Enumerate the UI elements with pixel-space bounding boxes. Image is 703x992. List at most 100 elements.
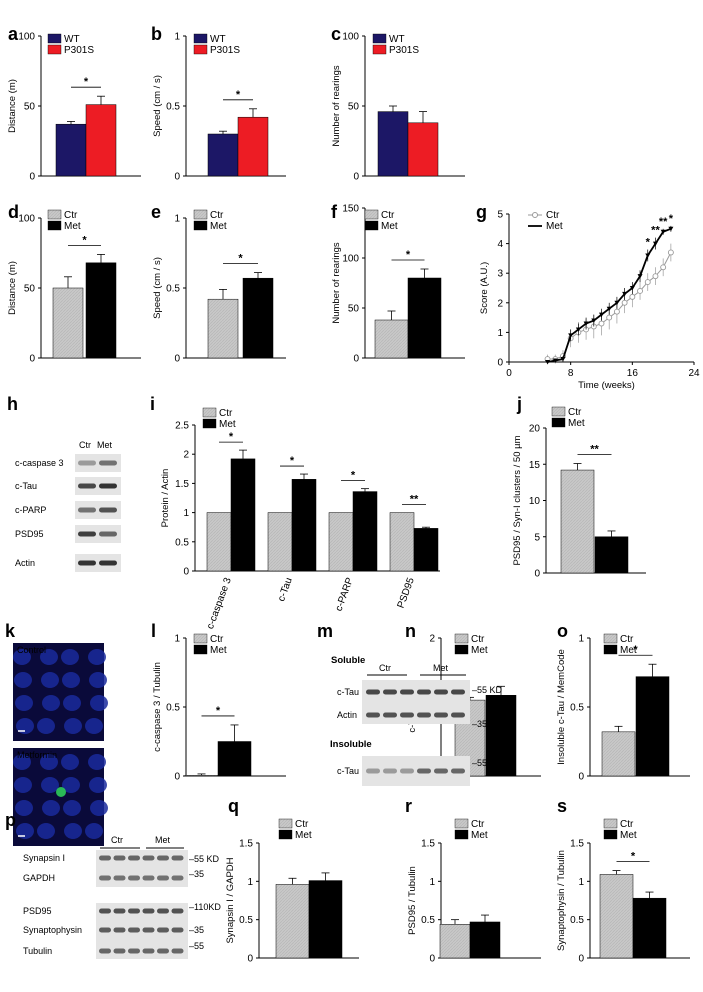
band	[171, 948, 184, 954]
y-tick-label: 50	[348, 304, 360, 315]
nucleus	[14, 777, 32, 793]
blot-strip	[75, 477, 121, 495]
y-tick-label: 4	[497, 239, 503, 250]
band	[451, 689, 465, 695]
point-Ctr	[637, 288, 643, 294]
y-tick-label: 20	[529, 424, 541, 435]
bar-Met	[230, 458, 256, 572]
legend-label-Met: Met	[295, 830, 312, 841]
panel-label: k	[5, 621, 16, 641]
y-tick-label: 0.5	[166, 703, 180, 714]
bar-Ctr	[328, 512, 354, 572]
blot-strip	[75, 501, 121, 519]
y-axis-label: Distance (m)	[7, 79, 18, 133]
band	[99, 927, 111, 933]
y-tick-label: 100	[18, 32, 35, 43]
legend-label-Met: Met	[219, 419, 236, 430]
x-tick-label: c-Tau	[276, 576, 295, 603]
band	[142, 908, 155, 914]
panel-label: a	[8, 24, 19, 44]
band	[99, 531, 117, 537]
point-Ctr	[644, 279, 651, 286]
band	[128, 948, 140, 954]
band	[128, 908, 140, 914]
y-tick-label: 10	[529, 496, 541, 507]
legend-swatch-P301S	[193, 44, 208, 55]
y-tick-label: 0.5	[570, 703, 584, 714]
legend-label-Ctr: Ctr	[546, 210, 560, 221]
bar-WT	[377, 111, 409, 177]
bar-Ctr	[560, 469, 595, 574]
y-tick-label: 1.5	[175, 479, 189, 490]
significance-label: **	[590, 444, 599, 456]
blot-row-label: c-Tau	[337, 766, 359, 776]
band	[99, 507, 117, 513]
y-tick-label: 2	[497, 298, 503, 309]
blot-row-label: PSD95	[23, 906, 52, 916]
legend-label-Ctr: Ctr	[471, 634, 485, 645]
y-tick-label: 0.5	[421, 915, 435, 926]
bar-Met	[217, 741, 252, 777]
mw-marker: –55 KD	[189, 854, 220, 864]
nucleus	[63, 695, 81, 711]
significance-label: *	[84, 76, 89, 88]
legend-label-Met: Met	[620, 645, 637, 656]
x-tick-label: c-caspase 3	[205, 576, 234, 631]
panel-label: i	[150, 394, 155, 414]
band	[171, 875, 184, 881]
legend-label-Met: Met	[210, 645, 227, 656]
legend-swatch-WT	[47, 33, 62, 44]
nucleus	[41, 672, 59, 688]
point-Met	[652, 241, 658, 247]
legend-swatch-Met	[454, 644, 469, 655]
legend-swatch-Met	[278, 829, 293, 840]
y-tick-label: 0	[174, 354, 180, 365]
legend-swatch-Met	[603, 829, 618, 840]
significance-label: *	[669, 213, 674, 225]
point-Ctr	[613, 308, 620, 315]
bar-Met	[352, 491, 378, 572]
bar-Ctr	[374, 319, 409, 359]
legend-swatch-Ctr	[193, 209, 208, 220]
mw-marker: –55	[189, 941, 204, 951]
blot-row-label: c-PARP	[15, 505, 46, 515]
mw-marker: –35	[189, 925, 204, 935]
legend-label-P301S: P301S	[389, 45, 419, 56]
y-axis-label: Speed (cm / s)	[152, 75, 163, 137]
x-tick-label: 16	[627, 368, 639, 379]
nucleus	[62, 777, 80, 793]
legend-label-Ctr: Ctr	[568, 407, 582, 418]
legend-swatch-Ctr	[454, 818, 469, 829]
y-tick-label: 1	[183, 508, 189, 519]
nucleus	[89, 777, 107, 793]
micrograph-label: Metformin	[17, 750, 57, 760]
bar-Ctr	[267, 512, 293, 572]
band	[434, 768, 448, 774]
y-tick-label: 100	[18, 214, 35, 225]
panel-label: e	[151, 202, 161, 222]
band	[113, 875, 126, 881]
blot-strip	[75, 454, 121, 472]
legend-swatch-Met	[551, 417, 566, 428]
y-tick-label: 2	[429, 634, 435, 645]
panel-h: h Ctr Met c-caspase 3 c-Tau c-PARP PSD95 Actin	[7, 394, 121, 572]
x-tick-label: 8	[568, 368, 574, 379]
significance-label: **	[651, 225, 660, 237]
panel-j: j 0 5 10 15 20 PSD95 / Syn-I clusters / 50 µm *…	[512, 394, 646, 580]
legend-label-Ctr: Ctr	[471, 819, 485, 830]
y-tick-label: 2	[183, 450, 189, 461]
band	[383, 768, 397, 774]
y-tick-label: 0	[353, 354, 359, 365]
nucleus	[89, 672, 107, 688]
band	[157, 908, 169, 914]
significance-label: **	[659, 216, 668, 228]
bar-P301S	[407, 122, 439, 177]
y-tick-label: 0	[247, 954, 253, 965]
y-tick-label: 0	[29, 172, 35, 183]
bar-Ctr	[184, 775, 219, 777]
y-tick-label: 1	[174, 214, 180, 225]
band	[99, 908, 111, 914]
